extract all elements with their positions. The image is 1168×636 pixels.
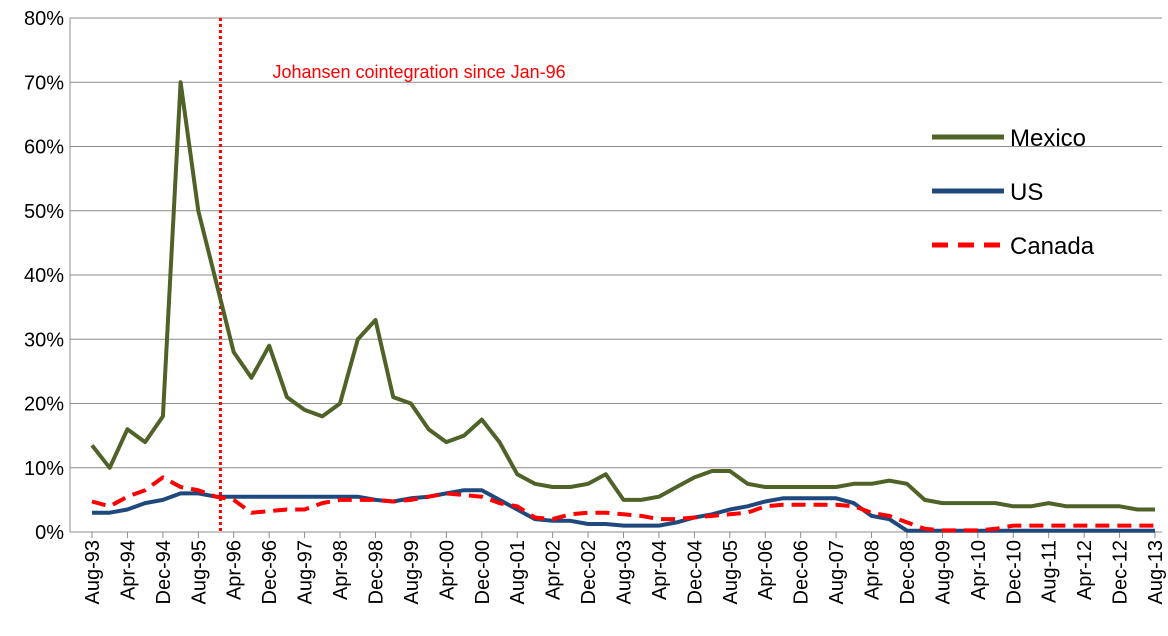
x-tick-label: Apr-12 <box>1074 540 1096 600</box>
legend-label: Mexico <box>1010 125 1086 152</box>
series-line <box>91 475 1155 533</box>
x-tick-label: Dec-94 <box>153 540 175 604</box>
x-tick-label: Aug-93 <box>82 540 104 605</box>
x-tick-label: Apr-94 <box>117 540 139 600</box>
annotation-text: Johansen cointegration since Jan-96 <box>272 62 565 82</box>
y-tick-label: 80% <box>24 8 64 30</box>
x-tick-label: Aug-01 <box>507 540 529 605</box>
x-tick-label: Aug-07 <box>826 540 848 605</box>
y-tick-label: 70% <box>24 72 64 94</box>
x-tick-label: Apr-00 <box>436 540 458 600</box>
x-tick-label: Dec-06 <box>791 540 813 604</box>
x-tick-label: Dec-10 <box>1003 540 1025 604</box>
x-tick-label: Apr-04 <box>649 540 671 600</box>
x-tick-label: Apr-02 <box>543 540 565 600</box>
x-tick-label: Apr-98 <box>330 540 352 600</box>
y-tick-label: 30% <box>24 329 64 351</box>
x-tick-label: Apr-10 <box>968 540 990 600</box>
x-tick-label: Aug-03 <box>614 540 636 605</box>
x-tick-label: Dec-02 <box>578 540 600 604</box>
x-tick-label: Dec-04 <box>684 540 706 604</box>
x-tick-label: Dec-00 <box>472 540 494 604</box>
legend-label: US <box>1010 179 1043 206</box>
y-tick-label: 0% <box>35 522 64 544</box>
y-tick-label: 10% <box>24 458 64 480</box>
y-tick-label: 50% <box>24 201 64 223</box>
x-tick-label: Dec-96 <box>259 540 281 604</box>
legend-label: Canada <box>1010 233 1095 260</box>
y-tick-label: 60% <box>24 137 64 159</box>
x-tick-label: Aug-05 <box>720 540 742 605</box>
x-tick-label: Aug-11 <box>1039 540 1061 603</box>
x-tick-label: Dec-12 <box>1110 540 1132 604</box>
x-tick-label: Apr-06 <box>755 540 777 600</box>
x-tick-label: Aug-97 <box>295 540 317 605</box>
x-tick-label: Apr-96 <box>224 540 246 600</box>
y-tick-label: 20% <box>24 394 64 416</box>
x-tick-label: Apr-08 <box>862 540 884 600</box>
x-tick-label: Dec-98 <box>365 540 387 604</box>
x-tick-label: Aug-13 <box>1145 540 1167 605</box>
x-tick-label: Dec-08 <box>897 540 919 604</box>
series-line <box>90 80 1155 512</box>
x-tick-label: Aug-95 <box>188 540 210 605</box>
x-tick-label: Aug-99 <box>401 540 423 605</box>
series-line <box>92 488 1155 533</box>
x-tick-label: Aug-09 <box>932 540 954 605</box>
y-tick-label: 40% <box>24 265 64 287</box>
